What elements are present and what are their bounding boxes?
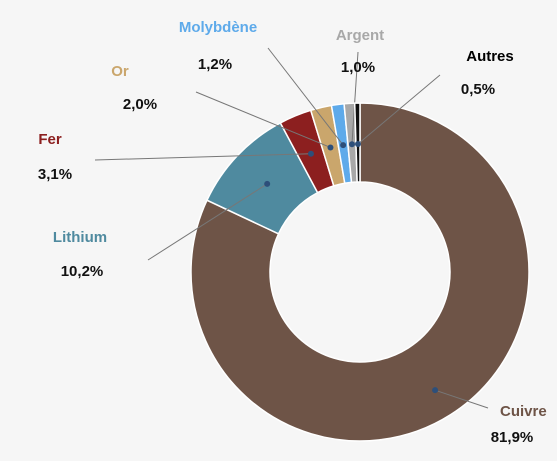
category-label: Molybdène (179, 19, 257, 36)
category-label: Or (111, 63, 129, 80)
value-label: 1,2% (198, 56, 232, 73)
value-label: 81,9% (491, 429, 534, 446)
leader-line (357, 74, 441, 145)
leader-dot (264, 180, 271, 187)
leader-dot (432, 387, 439, 394)
leader-dot (354, 141, 361, 148)
category-label: Argent (336, 27, 384, 44)
leader-dot (340, 142, 347, 149)
leader-line (147, 183, 268, 261)
value-label: 2,0% (123, 96, 157, 113)
value-label: 3,1% (38, 166, 72, 183)
donut-slice (190, 102, 530, 442)
leader-dot (307, 150, 314, 157)
category-label: Cuivre (500, 403, 547, 420)
category-label: Autres (466, 48, 514, 65)
value-label: 10,2% (61, 263, 104, 280)
value-label: 0,5% (461, 81, 495, 98)
leader-line (195, 91, 331, 148)
leader-dot (327, 144, 334, 151)
leader-line (94, 153, 311, 161)
category-label: Fer (38, 131, 62, 148)
leader-line (267, 47, 344, 146)
category-label: Lithium (53, 229, 107, 246)
leader-dot (348, 141, 355, 148)
leader-line (434, 389, 489, 409)
value-label: 1,0% (341, 59, 375, 76)
leader-line (351, 51, 359, 145)
